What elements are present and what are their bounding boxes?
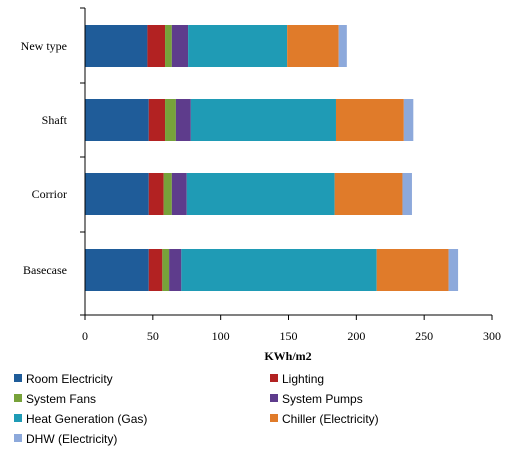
bar-basecase-dhw-electricity [448,249,459,291]
bar-basecase-heat-generation-gas [181,249,377,291]
legend-swatch-system-pumps [270,394,278,402]
bar-shaft-dhw-electricity [403,99,414,141]
bar-basecase-system-pumps [169,249,182,291]
bar-corrior-system-fans [163,173,172,215]
legend-swatch-heat-generation-gas [14,414,22,422]
bar-new-type-system-fans [165,25,172,67]
y-tick-label-new-type: New type [21,39,67,53]
x-tick-label-200: 200 [347,329,365,343]
legend-label-system-fans: System Fans [26,392,96,406]
x-tick-label-100: 100 [212,329,230,343]
tick-labels-layer: 0 50 100 150 200 250 300 New type Shaft Corrior Ba… [21,39,501,343]
legend-swatch-chiller-electricity [270,414,278,422]
bar-corrior-chiller-electricity [334,173,403,215]
bar-corrior-lighting [148,173,164,215]
bar-basecase-system-fans [162,249,170,291]
legend-swatch-dhw-electricity [14,434,22,442]
y-tick-label-basecase: Basecase [23,263,67,277]
legend: Room Electricity Lighting System Fans Syste… [14,372,379,446]
legend-label-room-electricity: Room Electricity [26,372,113,386]
x-tick-label-300: 300 [483,329,501,343]
y-tick-label-corrior: Corrior [32,187,67,201]
y-tick-label-shaft: Shaft [42,113,68,127]
x-tick-label-0: 0 [82,329,88,343]
legend-label-lighting: Lighting [282,372,324,386]
bar-shaft-heat-generation-gas [190,99,336,141]
legend-swatch-system-fans [14,394,22,402]
bar-basecase-room-electricity [85,249,149,291]
bar-corrior-dhw-electricity [402,173,412,215]
legend-label-chiller-electricity: Chiller (Electricity) [282,412,379,426]
bar-new-type-room-electricity [85,25,148,67]
x-axis-title: KWh/m2 [264,349,311,363]
bar-shaft-chiller-electricity [335,99,404,141]
legend-swatch-lighting [270,374,278,382]
bar-basecase-chiller-electricity [376,249,449,291]
bar-new-type-system-pumps [171,25,189,67]
bars-layer [85,25,459,291]
x-tick-label-50: 50 [147,329,159,343]
bar-corrior-room-electricity [85,173,149,215]
axes-layer [80,7,493,320]
x-tick-label-150: 150 [280,329,298,343]
bar-new-type-chiller-electricity [287,25,339,67]
bar-basecase-lighting [148,249,163,291]
legend-label-system-pumps: System Pumps [282,392,363,406]
bar-new-type-lighting [147,25,166,67]
bar-corrior-heat-generation-gas [186,173,335,215]
bar-new-type-heat-generation-gas [188,25,288,67]
legend-label-heat-generation-gas: Heat Generation (Gas) [26,412,147,426]
x-tick-label-250: 250 [415,329,433,343]
bar-corrior-system-pumps [171,173,187,215]
legend-swatch-room-electricity [14,374,22,382]
bar-shaft-room-electricity [85,99,149,141]
bar-new-type-dhw-electricity [338,25,347,67]
bar-shaft-system-fans [165,99,176,141]
bar-shaft-lighting [148,99,166,141]
legend-label-dhw-electricity: DHW (Electricity) [26,432,117,446]
bar-shaft-system-pumps [175,99,191,141]
